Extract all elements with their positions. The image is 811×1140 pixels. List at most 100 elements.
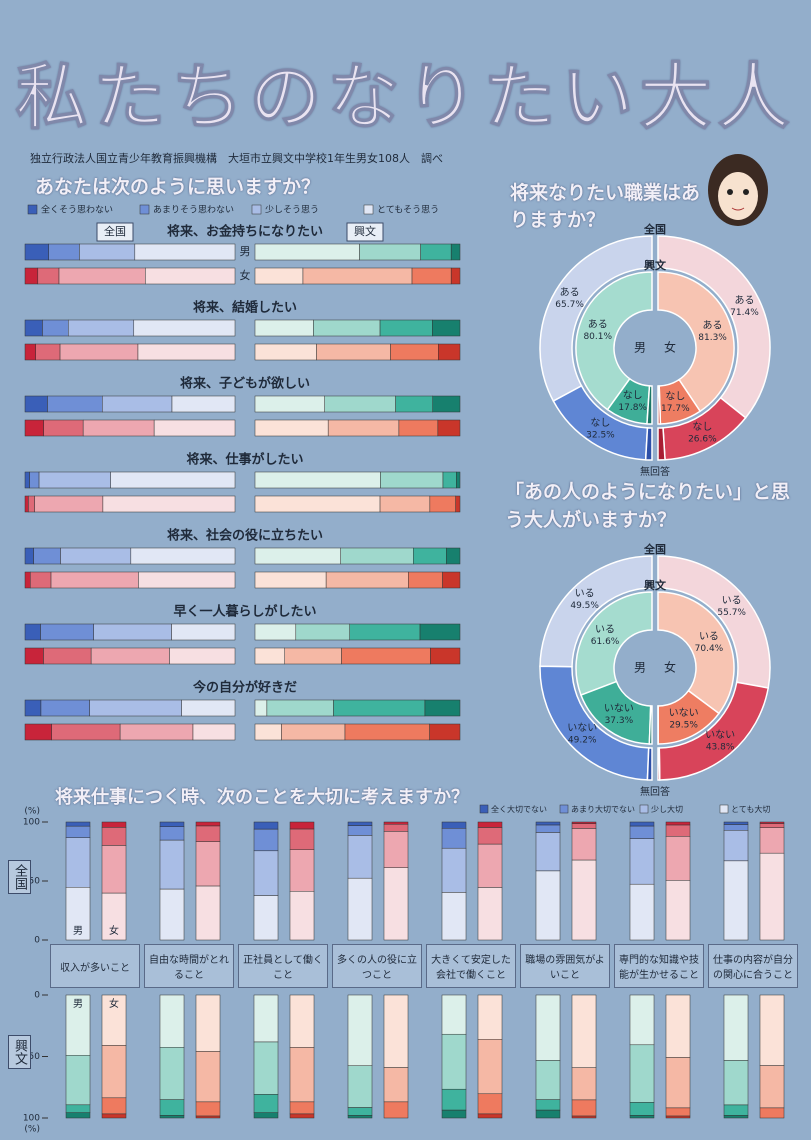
bar-segment <box>413 548 446 564</box>
bar-segment <box>35 496 103 512</box>
bar-segment <box>433 396 460 412</box>
bar-segment <box>630 1115 654 1118</box>
bar-segment <box>408 572 442 588</box>
bar-segment <box>254 1113 278 1118</box>
donut-title: 将来なりたい職業はありますか？ <box>510 180 700 234</box>
segment-label: ある <box>734 294 754 306</box>
bar-segment <box>25 648 43 664</box>
ring-label: 全国 <box>643 542 666 556</box>
value-label: 70.4% <box>695 644 724 654</box>
bar-segment <box>420 624 460 640</box>
axis-unit: (%) <box>24 807 40 817</box>
bar-segment <box>102 845 126 893</box>
bar-segment <box>68 320 134 336</box>
bar-segment <box>478 1039 502 1093</box>
bar-segment <box>666 995 690 1057</box>
category-label: 無回答 <box>640 785 670 798</box>
value-label: 26.6% <box>688 435 717 445</box>
bar-segment <box>451 244 460 260</box>
bar-segment <box>760 995 784 1066</box>
series-label: 男 <box>73 998 83 1010</box>
y-tick-label: 100 <box>23 1114 40 1124</box>
bar-segment <box>442 848 466 892</box>
bar-segment <box>44 420 83 436</box>
legend-label: あまり大切でない <box>571 804 635 814</box>
bar-segment <box>630 822 654 826</box>
bar-segment <box>43 648 91 664</box>
bar-segment <box>102 1114 126 1118</box>
bar-segment <box>255 244 360 260</box>
bar-segment <box>430 648 460 664</box>
category-label: 専門的な知識や技能が生かせること <box>614 944 704 988</box>
bar-segment <box>724 1060 748 1105</box>
bar-segment <box>348 878 372 940</box>
bar-segment <box>348 1108 372 1116</box>
bar-segment <box>41 700 90 716</box>
legend-label: とても大切 <box>731 804 770 814</box>
bar-segment <box>303 268 412 284</box>
bar-segment <box>536 1110 560 1118</box>
segment-label: ある <box>703 319 723 331</box>
value-label: 49.2% <box>568 735 597 745</box>
bar-segment <box>572 1068 596 1100</box>
bar-segment <box>328 420 399 436</box>
bar-segment <box>255 496 380 512</box>
value-label: 80.1% <box>583 332 612 342</box>
value-label: 55.7% <box>717 608 746 618</box>
legend-label: 全くそう思わない <box>41 204 113 216</box>
bar-segment <box>478 822 502 827</box>
bar-segment <box>30 572 51 588</box>
bar-segment <box>391 344 439 360</box>
bar-segment <box>255 268 303 284</box>
legend-swatch <box>140 205 149 214</box>
ring-label: 興文 <box>644 578 667 592</box>
bar-segment <box>102 396 172 412</box>
series-label: 女 <box>109 997 119 1010</box>
bar-segment <box>135 244 235 260</box>
bar-segment <box>25 396 47 412</box>
bar-segment <box>38 268 59 284</box>
bar-segment <box>760 1108 784 1118</box>
category-label: 大きくて安定した会社で働くこと <box>426 944 516 988</box>
bar-segment <box>25 724 52 740</box>
bar-segment <box>193 724 235 740</box>
bar-segment <box>94 624 172 640</box>
bar-segment <box>536 825 560 832</box>
legend-label: 少し大切 <box>651 804 683 814</box>
donut-segment <box>658 748 660 780</box>
bar-segment <box>380 472 443 488</box>
bar-segment <box>425 700 460 716</box>
bar-segment <box>285 648 342 664</box>
bar-segment <box>255 320 313 336</box>
bar-segment <box>630 1102 654 1115</box>
bar-segment <box>334 700 425 716</box>
segment-label: いない <box>705 729 735 741</box>
bar-segment <box>255 648 285 664</box>
poster: 全くそう思わないあまりそう思わない少しそう思うとてもそう思う将来、お金持ちになり… <box>0 0 811 1140</box>
bar-segment <box>172 396 235 412</box>
segment-label: いない <box>669 707 699 719</box>
donut-segment <box>658 428 665 460</box>
ring-label: 興文 <box>644 258 667 272</box>
bar-segment <box>478 887 502 940</box>
value-label: 61.6% <box>591 637 620 647</box>
bar-segment <box>160 822 184 827</box>
bar-segment <box>296 624 350 640</box>
bar-segment <box>760 824 784 828</box>
bar-segment <box>36 344 60 360</box>
bar-segment <box>182 700 235 716</box>
bar-segment <box>138 572 235 588</box>
bar-segment <box>536 1100 560 1110</box>
bar-segment <box>442 1089 466 1110</box>
bar-segment <box>25 244 49 260</box>
bar-segment <box>443 572 460 588</box>
bar-segment <box>536 995 560 1060</box>
legend-swatch <box>640 805 648 813</box>
bar-segment <box>255 396 325 412</box>
segment-label: いる <box>575 588 595 600</box>
bar-segment <box>196 842 220 886</box>
bar-segment <box>317 344 391 360</box>
bar-segment <box>478 1094 502 1114</box>
bar-segment <box>120 724 193 740</box>
girl-illustration <box>708 154 768 226</box>
